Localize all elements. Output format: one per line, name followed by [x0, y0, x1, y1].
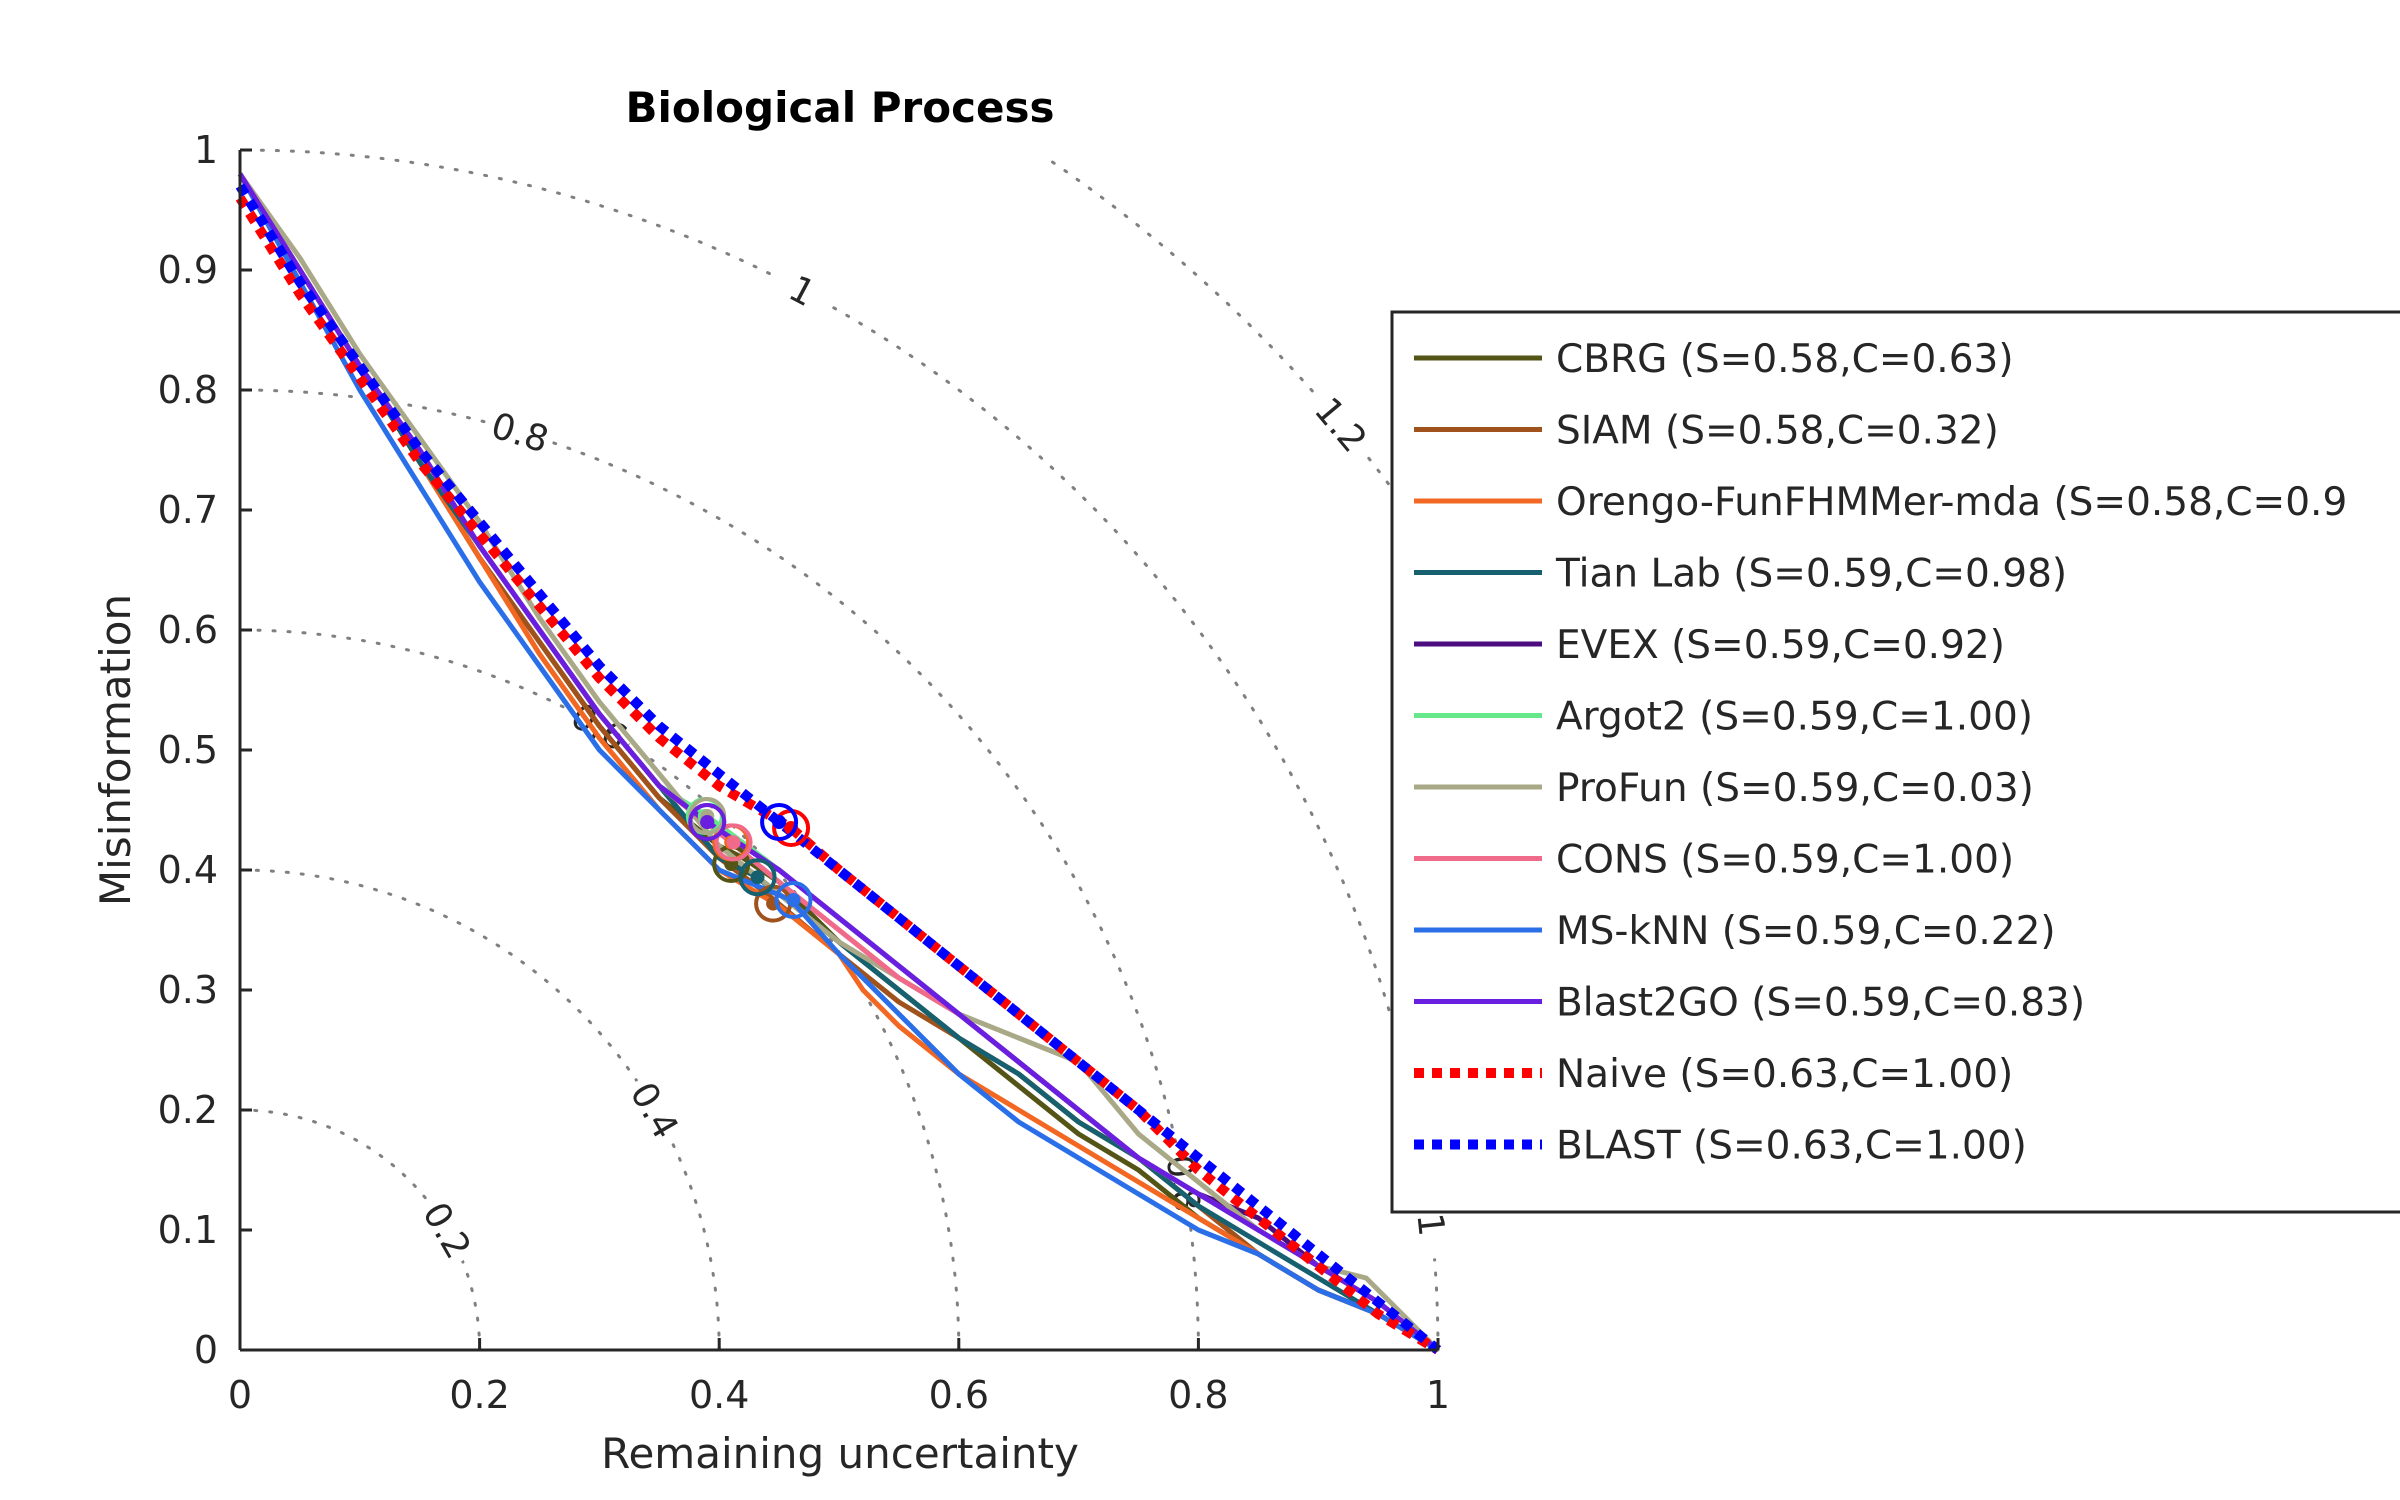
- series-marker-dot: [700, 815, 715, 829]
- y-tick-label: 0: [194, 1328, 218, 1372]
- series-marker-ring: [774, 881, 813, 919]
- series-line: [237, 172, 1440, 1353]
- legend-box: [1390, 310, 2400, 1214]
- series-line: [237, 172, 1440, 1352]
- contour-label-bg: [411, 1189, 484, 1271]
- x-axis-label: Remaining uncertainty: [601, 1429, 1079, 1478]
- series-line: [237, 172, 1440, 1353]
- y-tick-label: 0.8: [158, 368, 218, 412]
- legend-label: Argot2 (S=0.59,C=1.00): [1556, 695, 2033, 740]
- y-tick-label: 1: [194, 128, 218, 172]
- x-tick-label: 0.4: [689, 1373, 749, 1417]
- legend-label: CONS (S=0.59,C=1.00): [1556, 838, 2014, 883]
- series-marker-ring: [688, 803, 727, 841]
- y-tick-label: 0.3: [158, 968, 218, 1012]
- series-line: [235, 195, 1441, 1355]
- series-marker-dot: [772, 815, 787, 829]
- legend-label: MS-kNN (S=0.59,C=0.22): [1556, 909, 2056, 954]
- contour-arc: [238, 1108, 482, 1352]
- y-tick-label: 0.5: [158, 728, 218, 772]
- legend-label: Blast2GO (S=0.59,C=0.83): [1556, 981, 2085, 1026]
- series-marker-dot: [786, 893, 801, 907]
- axes: 0 0.2 0.4 0.6 0.8 1 0 0.1 0.2 0.3 0.4 0.5 0.6 0.7 0.8 0…: [158, 128, 1451, 1417]
- contour-label-bg: [1302, 384, 1380, 465]
- y-tick-label: 0.2: [158, 1088, 218, 1132]
- y-tick-label: 0.1: [158, 1208, 218, 1252]
- series-line: [237, 172, 1440, 1352]
- contour-label-bg: [762, 255, 843, 326]
- y-tick-label: 0.4: [158, 848, 218, 892]
- series-marker-dot: [726, 835, 741, 850]
- series-line: [237, 172, 1440, 1352]
- series-points: [685, 797, 813, 923]
- series-marker-ring: [738, 858, 777, 897]
- legend-label: CBRG (S=0.58,C=0.63): [1556, 337, 2014, 382]
- series-line: [237, 172, 1440, 1353]
- series-line: [237, 172, 1440, 1353]
- contour-label: 1: [1408, 1211, 1451, 1238]
- x-tick-label: 0.6: [929, 1373, 989, 1417]
- y-tick-label: 0.9: [158, 248, 218, 292]
- y-tick-label: 0.6: [158, 608, 218, 652]
- contour-label: 1.2: [1306, 390, 1374, 460]
- series-line: [237, 172, 1440, 1352]
- legend-label: EVEX (S=0.59,C=0.92): [1556, 623, 2005, 668]
- legend-label: Tian Lab (S=0.59,C=0.98): [1555, 552, 2067, 597]
- contour-arc: [238, 868, 721, 1352]
- contour-arc: [238, 148, 1440, 1352]
- legend-label: Orengo-FunFHMMer-mda (S=0.58,C=0.9: [1556, 480, 2347, 525]
- contour-label-bg: [618, 1069, 692, 1151]
- contour-label-bg: [481, 400, 560, 463]
- legend-label: Naive (S=0.63,C=1.00): [1556, 1052, 2013, 1097]
- legend: CBRG (S=0.58,C=0.63) SIAM (S=0.58,C=0.32)…: [1390, 310, 2400, 1214]
- chart-title: Biological Process: [626, 83, 1055, 132]
- y-tick-label: 0.7: [158, 488, 218, 532]
- x-tick-label: 1: [1426, 1373, 1450, 1417]
- x-tick-label: 0.2: [449, 1373, 509, 1417]
- series-line: [235, 183, 1442, 1354]
- x-tick-label: 0.8: [1168, 1373, 1228, 1417]
- x-tick-label: 0: [228, 1373, 252, 1417]
- series-line: [237, 172, 1440, 1353]
- legend-label: SIAM (S=0.58,C=0.32): [1556, 409, 1999, 454]
- series-marker-dot: [750, 870, 765, 885]
- y-axis-label: Misinformation: [91, 594, 140, 906]
- legend-label: ProFun (S=0.59,C=0.03): [1556, 766, 2034, 811]
- contour-label: 0.8: [486, 405, 553, 461]
- series-lines: [235, 172, 1442, 1355]
- contour-arc: [1042, 154, 1434, 547]
- series-marker-ring: [714, 823, 753, 862]
- legend-label: BLAST (S=0.63,C=1.00): [1556, 1124, 2027, 1169]
- series-line: [237, 172, 1440, 1352]
- series-marker-ring: [760, 803, 799, 841]
